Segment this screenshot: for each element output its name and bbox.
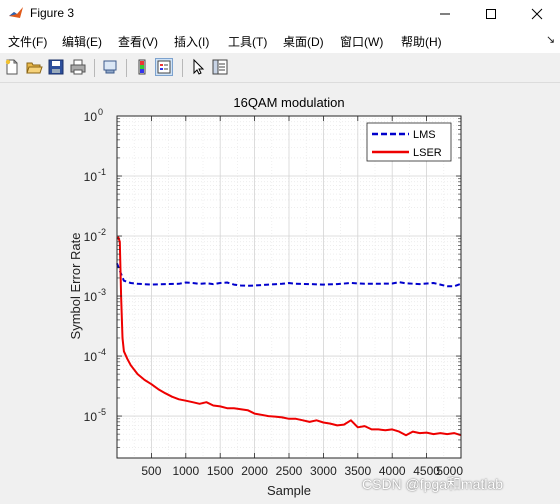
menu-tools[interactable]: 工具(T) <box>228 35 268 49</box>
y-tick-label-exponent: -5 <box>98 407 106 417</box>
watermark: CSDN @fpga和matlab <box>362 476 504 492</box>
menu-view[interactable]: 查看(V) <box>118 35 158 49</box>
maximize-icon <box>486 8 496 19</box>
menu-bar: 文件(F) 编辑(E) 查看(V) 插入(I) 工具(T) 桌面(D) 窗口(W… <box>0 27 560 53</box>
y-tick-label: 10 <box>84 410 98 424</box>
y-tick-label: 10 <box>84 350 98 364</box>
figure-canvas: 500 1000 1500 2000 2500 3000 3500 4000 4500 5000 1… <box>0 83 560 504</box>
y-tick-label-exponent: 0 <box>98 107 103 117</box>
pointer-icon[interactable] <box>189 58 207 76</box>
toolbar <box>0 54 560 83</box>
y-axis-label: Symbol Error Rate <box>68 233 83 340</box>
menu-edit[interactable]: 编辑(E) <box>62 35 102 49</box>
menu-help[interactable]: 帮助(H) <box>401 35 442 49</box>
y-tick-label-exponent: -2 <box>98 227 106 237</box>
x-tick-label: 3000 <box>310 464 337 478</box>
y-tick-label: 10 <box>84 290 98 304</box>
menu-window[interactable]: 窗口(W) <box>340 35 384 49</box>
legend-lser-label: LSER <box>413 147 442 159</box>
property-editor-icon[interactable] <box>211 58 229 76</box>
x-tick-label: 1000 <box>172 464 199 478</box>
colorbar-icon[interactable] <box>133 58 151 76</box>
y-tick-label: 10 <box>84 170 98 184</box>
x-tick-label: 1500 <box>207 464 234 478</box>
matlab-icon <box>8 5 24 21</box>
window-title: Figure 3 <box>30 6 75 20</box>
print-icon[interactable] <box>69 58 87 76</box>
y-tick-label: 10 <box>84 110 98 124</box>
close-icon <box>531 8 543 19</box>
legend[interactable]: LMS LSER <box>366 122 452 162</box>
series-line-lser <box>116 236 462 437</box>
x-tick-label: 4500 <box>413 464 440 478</box>
dock-arrow-icon[interactable]: ↘ <box>546 34 556 46</box>
maximize-button[interactable] <box>468 0 514 27</box>
menu-file[interactable]: 文件(F) <box>8 35 48 49</box>
x-axis-label: Sample <box>267 483 311 498</box>
menu-insert[interactable]: 插入(I) <box>174 35 210 49</box>
legend-box <box>366 122 452 162</box>
y-tick-label: 10 <box>84 230 98 244</box>
chart-title: 16QAM modulation <box>233 95 344 110</box>
minimize-icon <box>440 13 450 14</box>
x-tick-label: 5000 <box>436 464 463 478</box>
y-tick-label-exponent: -4 <box>98 347 106 357</box>
x-tick-label: 2500 <box>276 464 303 478</box>
title-bar: Figure 3 <box>0 0 560 27</box>
x-tick-label: 2000 <box>241 464 268 478</box>
link-icon[interactable] <box>101 58 119 76</box>
close-button[interactable] <box>514 0 560 27</box>
save-icon[interactable] <box>47 58 65 76</box>
open-file-icon[interactable] <box>25 58 43 76</box>
legend-lms-label: LMS <box>413 129 436 141</box>
x-tick-label: 500 <box>141 464 161 478</box>
y-tick-label-exponent: -3 <box>98 287 106 297</box>
menu-desktop[interactable]: 桌面(D) <box>283 35 324 49</box>
new-figure-icon[interactable] <box>3 58 21 76</box>
minimize-button[interactable] <box>422 0 468 27</box>
grid <box>117 115 462 459</box>
y-tick-label-exponent: -1 <box>98 167 106 177</box>
x-tick-label: 4000 <box>379 464 406 478</box>
legend-icon[interactable] <box>155 58 173 76</box>
x-tick-label: 3500 <box>344 464 371 478</box>
